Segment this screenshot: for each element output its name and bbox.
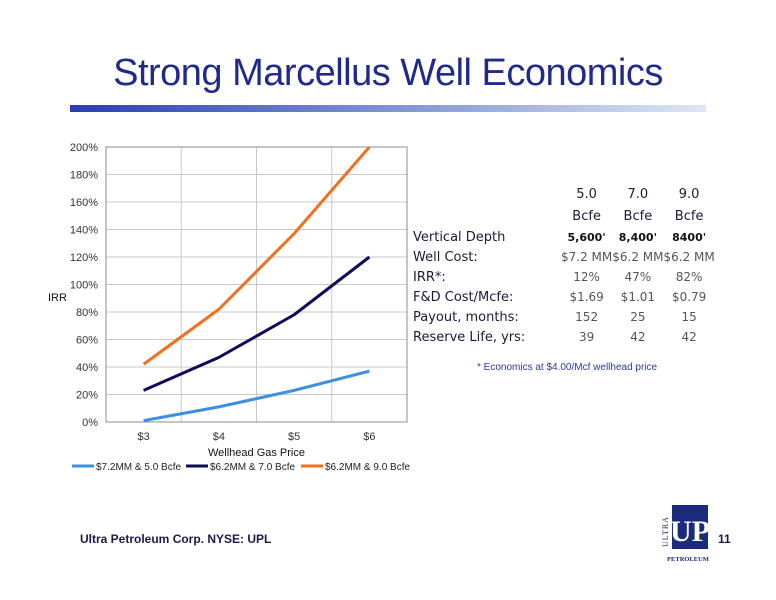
- series-line-1: [143, 369, 370, 422]
- cell: 47%: [624, 270, 652, 284]
- table-row: Vertical Depth 5,600' 8,400' 8400': [413, 227, 715, 247]
- cell: $1.69: [569, 290, 604, 304]
- cell: 82%: [675, 270, 703, 284]
- y-tick-label: 20%: [76, 390, 98, 402]
- cell: 25: [630, 310, 646, 324]
- legend-label: $6.2MM & 9.0 Bcfe: [325, 462, 410, 473]
- slide-title: Strong Marcellus Well Economics: [113, 52, 663, 94]
- table-header-row-2: Bcfe Bcfe Bcfe: [413, 205, 715, 227]
- title-underline: [70, 105, 706, 112]
- row-label: Vertical Depth: [413, 229, 506, 245]
- x-tick-label: $4: [213, 431, 225, 443]
- series-line-3: [142, 147, 371, 366]
- header-9bcfe-unit: Bcfe: [674, 208, 704, 224]
- cell: 42: [681, 330, 697, 344]
- svg-text:UP: UP: [670, 515, 710, 548]
- economics-table: 5.0 7.0 9.0 Bcfe Bcfe Bcfe Vertical Dept…: [413, 183, 715, 347]
- table-row: Well Cost: $7.2 MM $6.2 MM $6.2 MM: [413, 247, 715, 267]
- ultra-petroleum-logo: ULTRA UP PETROLEUM: [658, 503, 710, 565]
- cell: $6.2 MM: [663, 250, 715, 264]
- header-7bcfe-unit: Bcfe: [623, 208, 653, 224]
- economics-footnote: * Economics at $4.00/Mcf wellhead price: [477, 362, 658, 373]
- svg-text:PETROLEUM: PETROLEUM: [667, 556, 709, 563]
- cell: 15: [681, 310, 697, 324]
- cell: 8400': [672, 230, 707, 244]
- row-label: Reserve Life, yrs:: [413, 329, 526, 345]
- series-line-2: [143, 255, 371, 392]
- y-axis-title: IRR: [48, 292, 67, 304]
- table-row: F&D Cost/Mcfe: $1.69 $1.01 $0.79: [413, 287, 715, 307]
- header-5bcfe-top: 5.0: [576, 186, 597, 202]
- header-9bcfe-top: 9.0: [678, 186, 700, 202]
- y-tick-label: 40%: [76, 362, 98, 374]
- x-tick-label: $6: [363, 431, 375, 443]
- table-header-row-1: 5.0 7.0 9.0: [413, 183, 715, 205]
- table-row: IRR*: 12% 47% 82%: [413, 267, 715, 287]
- y-tick-label: 0%: [82, 417, 98, 429]
- cell: 42: [630, 330, 646, 344]
- y-tick-label: 140%: [70, 225, 98, 237]
- y-tick-label: 180%: [70, 170, 98, 182]
- header-7bcfe-top: 7.0: [627, 186, 649, 202]
- row-label: Well Cost:: [413, 249, 478, 265]
- x-tick-label: $3: [138, 431, 150, 443]
- y-tick-label: 100%: [70, 280, 98, 292]
- cell: $6.2 MM: [612, 250, 664, 264]
- company-footer: Ultra Petroleum Corp. NYSE: UPL: [80, 532, 272, 546]
- cell: $7.2 MM: [561, 250, 613, 264]
- y-tick-label: 200%: [70, 142, 98, 154]
- x-tick-label: $5: [288, 431, 300, 443]
- cell: 39: [578, 330, 595, 344]
- legend-label: $7.2MM & 5.0 Bcfe: [96, 462, 181, 473]
- row-label: IRR*:: [413, 269, 446, 285]
- row-label: F&D Cost/Mcfe:: [413, 289, 514, 305]
- page-number: 11: [718, 532, 731, 546]
- table-row: Reserve Life, yrs: 39 42 42: [413, 327, 715, 347]
- plot-border: [105, 146, 408, 423]
- legend-label: $6.2MM & 7.0 Bcfe: [210, 462, 295, 473]
- table-row: Payout, months: 152 25 15: [413, 307, 715, 327]
- cell: 8,400': [618, 230, 657, 244]
- cell: 5,600': [567, 230, 606, 244]
- x-axis-title: Wellhead Gas Price: [208, 447, 305, 459]
- cell: $1.01: [620, 290, 656, 304]
- y-tick-label: 60%: [76, 335, 98, 347]
- header-5bcfe-unit: Bcfe: [572, 208, 601, 224]
- cell: 12%: [573, 270, 600, 284]
- svg-text:ULTRA: ULTRA: [661, 516, 670, 547]
- y-tick-label: 120%: [70, 252, 98, 264]
- y-tick-label: 80%: [76, 307, 98, 319]
- cell: $0.79: [671, 290, 707, 304]
- cell: 152: [575, 310, 599, 324]
- y-tick-label: 160%: [70, 197, 98, 209]
- row-label: Payout, months:: [413, 309, 519, 325]
